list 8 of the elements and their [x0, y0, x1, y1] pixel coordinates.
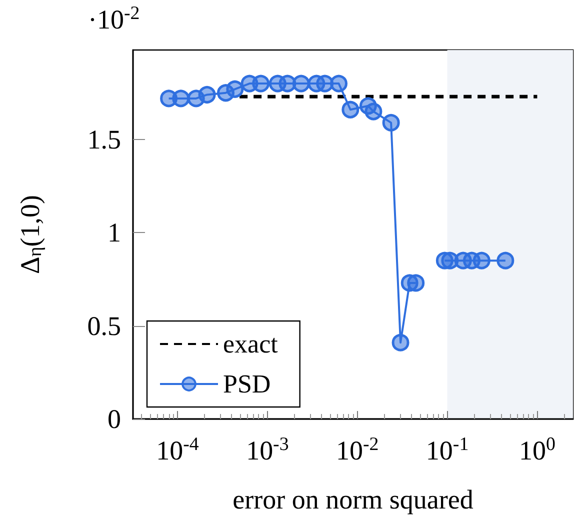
y-tick-label: 0 — [108, 404, 121, 434]
legend-label: PSD — [223, 370, 271, 398]
legend-label: exact — [223, 330, 279, 358]
y-tick-label: 1 — [108, 218, 121, 248]
y-tick-label: 1.5 — [87, 124, 121, 154]
y-tick-label: 0.5 — [87, 310, 121, 341]
y-axis-title: Δη(1,0) — [15, 195, 46, 274]
x-axis-title: error on norm squared — [232, 484, 474, 514]
